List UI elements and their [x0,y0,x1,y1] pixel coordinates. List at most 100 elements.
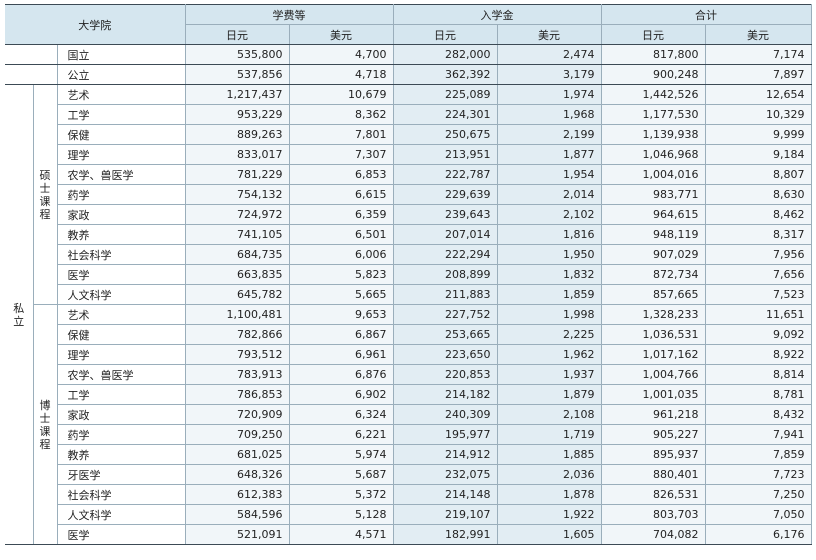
table-row: 牙医学 648,326 5,687 232,075 2,036 880,401 7,723 [5,464,812,485]
value-cell-a-usd: 1,998 [497,304,602,325]
value-cell-s-usd: 7,050 [705,504,812,525]
table-row: 医学 521,091 4,571 182,991 1,605 704,082 6,176 [5,524,812,545]
value-cell-s-jpy: 961,218 [601,404,706,425]
value-cell-a-usd: 1,832 [497,264,602,285]
value-cell-a-usd: 1,859 [497,284,602,305]
table-row: 社会科学 684,735 6,006 222,294 1,950 907,029 7,956 [5,244,812,265]
table-row: 教养 681,025 5,974 214,912 1,885 895,937 7,859 [5,444,812,465]
table-row: 工学 953,229 8,362 224,301 1,968 1,177,530 10,32… [5,104,812,125]
value-cell-t-jpy: 709,250 [185,424,290,445]
value-cell-t-usd: 6,615 [289,184,394,205]
value-cell-s-jpy: 948,119 [601,224,706,245]
value-cell-t-jpy: 786,853 [185,384,290,405]
value-cell-a-jpy: 222,294 [393,244,498,265]
table-row: 工学 786,853 6,902 214,182 1,879 1,001,035 8,781 [5,384,812,405]
doctor-course-label: 博士课程 [33,304,58,545]
subheader-tuition-jpy: 日元 [185,24,290,45]
value-cell-s-jpy: 900,248 [601,64,706,85]
value-cell-t-usd: 5,665 [289,284,394,305]
value-cell-s-jpy: 704,082 [601,524,706,545]
value-cell-s-jpy: 803,703 [601,504,706,525]
value-cell-a-usd: 1,605 [497,524,602,545]
value-cell-s-jpy: 1,001,035 [601,384,706,405]
value-cell-a-jpy: 207,014 [393,224,498,245]
value-cell-s-jpy: 880,401 [601,464,706,485]
value-cell-s-usd: 8,462 [705,204,812,225]
value-cell-a-jpy: 240,309 [393,404,498,425]
value-cell-a-jpy: 229,639 [393,184,498,205]
row-label: 艺术 [57,84,186,105]
row-label: 家政 [57,204,186,225]
table-row: 理学 833,017 7,307 213,951 1,877 1,046,968 9,184 [5,144,812,165]
value-cell-s-jpy: 826,531 [601,484,706,505]
row-label: 教养 [57,444,186,465]
value-cell-t-usd: 6,876 [289,364,394,385]
value-cell-t-usd: 6,324 [289,404,394,425]
value-cell-a-jpy: 225,089 [393,84,498,105]
value-cell-a-usd: 1,879 [497,384,602,405]
value-cell-a-usd: 1,878 [497,484,602,505]
value-cell-a-jpy: 195,977 [393,424,498,445]
value-cell-s-usd: 8,781 [705,384,812,405]
row-label: 保健 [57,324,186,345]
value-cell-a-jpy: 250,675 [393,124,498,145]
value-cell-t-usd: 6,867 [289,324,394,345]
row-label: 保健 [57,124,186,145]
row-label: 艺术 [57,304,186,325]
value-cell-a-jpy: 211,883 [393,284,498,305]
value-cell-a-jpy: 219,107 [393,504,498,525]
value-cell-a-usd: 1,877 [497,144,602,165]
row-label: 农学、兽医学 [57,364,186,385]
row-label: 公立 [57,64,186,85]
row-label: 教养 [57,224,186,245]
value-cell-t-jpy: 1,217,437 [185,84,290,105]
value-cell-a-jpy: 182,991 [393,524,498,545]
row-label: 社会科学 [57,484,186,505]
value-cell-a-usd: 2,036 [497,464,602,485]
table-row: 博士课程 艺术 1,100,481 9,653 227,752 1,998 1,328,23… [5,304,812,545]
value-cell-a-jpy: 214,148 [393,484,498,505]
value-cell-t-jpy: 781,229 [185,164,290,185]
value-cell-t-jpy: 1,100,481 [185,304,290,325]
value-cell-s-usd: 8,807 [705,164,812,185]
value-cell-t-jpy: 648,326 [185,464,290,485]
value-cell-a-usd: 1,954 [497,164,602,185]
value-cell-t-jpy: 720,909 [185,404,290,425]
value-cell-a-jpy: 362,392 [393,64,498,85]
table-row: 农学、兽医学 783,913 6,876 220,853 1,937 1,004,766 8… [5,364,812,385]
value-cell-s-usd: 8,814 [705,364,812,385]
row-label: 理学 [57,144,186,165]
value-cell-s-jpy: 817,800 [601,44,706,65]
fee-table-container: 大学院 学费等 入学金 合计 日元 美元 日元 美元 日元 美元 国立 535,8… [5,4,812,552]
value-cell-s-jpy: 1,017,162 [601,344,706,365]
value-cell-s-jpy: 1,004,016 [601,164,706,185]
value-cell-s-jpy: 907,029 [601,244,706,265]
value-cell-t-jpy: 724,972 [185,204,290,225]
value-cell-t-usd: 6,902 [289,384,394,405]
row-label: 农学、兽医学 [57,164,186,185]
value-cell-a-jpy: 222,787 [393,164,498,185]
value-cell-t-jpy: 684,735 [185,244,290,265]
master-course-label: 硕士课程 [33,84,58,305]
row-label: 工学 [57,104,186,125]
row-label: 人文科学 [57,504,186,525]
value-cell-t-jpy: 681,025 [185,444,290,465]
value-cell-s-jpy: 1,139,938 [601,124,706,145]
header-total: 合计 [601,4,812,25]
value-cell-t-usd: 4,700 [289,44,394,65]
value-cell-t-usd: 6,006 [289,244,394,265]
value-cell-t-jpy: 741,105 [185,224,290,245]
value-cell-t-usd: 7,801 [289,124,394,145]
value-cell-s-jpy: 905,227 [601,424,706,445]
value-cell-a-usd: 2,199 [497,124,602,145]
value-cell-t-usd: 7,307 [289,144,394,165]
value-cell-t-jpy: 782,866 [185,324,290,345]
row-label: 医学 [57,264,186,285]
blank-cell [5,44,58,65]
value-cell-a-usd: 1,968 [497,104,602,125]
value-cell-a-jpy: 213,951 [393,144,498,165]
value-cell-a-usd: 1,719 [497,424,602,445]
value-cell-t-jpy: 645,782 [185,284,290,305]
value-cell-s-jpy: 964,615 [601,204,706,225]
value-cell-t-usd: 4,718 [289,64,394,85]
